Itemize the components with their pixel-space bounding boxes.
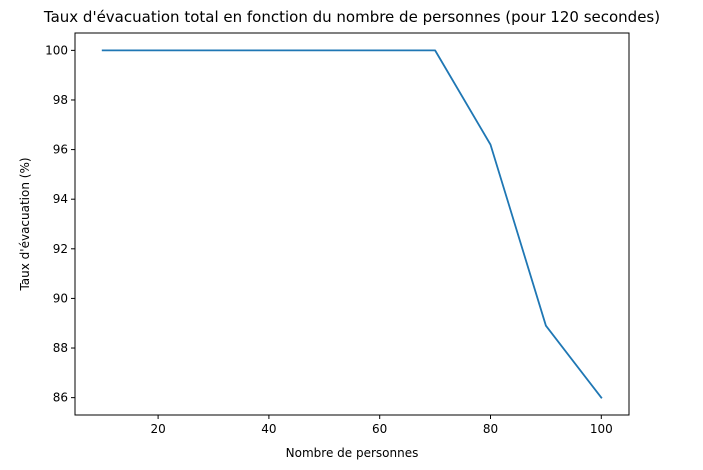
y-tick-label: 96 xyxy=(53,143,68,157)
y-tick-label: 92 xyxy=(53,242,68,256)
y-tick-label: 88 xyxy=(53,341,68,355)
x-tick-label: 40 xyxy=(261,422,276,436)
series-line xyxy=(101,49,603,399)
x-tick-label: 100 xyxy=(590,422,613,436)
x-tick-label: 80 xyxy=(483,422,498,436)
x-axis-title: Nombre de personnes xyxy=(286,446,419,460)
y-tick-label: 90 xyxy=(53,291,68,305)
y-axis-title: Taux d'évacuation (%) xyxy=(18,157,32,291)
y-tick-label: 98 xyxy=(53,93,68,107)
series-layer xyxy=(101,49,603,399)
y-tick-label: 94 xyxy=(53,192,68,206)
y-tick-label: 86 xyxy=(53,391,68,405)
y-tick-label: 100 xyxy=(45,43,68,57)
x-axis-ticks: 20 40 60 80 100 xyxy=(150,415,613,436)
plot-area-frame xyxy=(74,32,630,416)
x-tick-label: 60 xyxy=(372,422,387,436)
x-tick-label: 20 xyxy=(150,422,165,436)
y-axis-ticks: 86 88 90 92 94 96 98 100 xyxy=(45,43,75,405)
chart-title: Taux d'évacuation total en fonction du n… xyxy=(43,8,660,26)
